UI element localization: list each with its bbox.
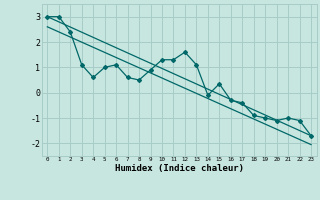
X-axis label: Humidex (Indice chaleur): Humidex (Indice chaleur) [115,164,244,173]
